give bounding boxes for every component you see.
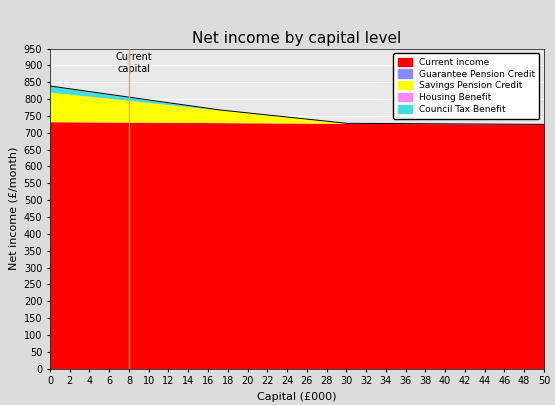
Y-axis label: Net income (£/month): Net income (£/month): [8, 147, 18, 270]
Text: Current
capital: Current capital: [115, 52, 152, 74]
Title: Net income by capital level: Net income by capital level: [192, 31, 402, 46]
X-axis label: Capital (£000): Capital (£000): [257, 392, 337, 402]
Legend: Current income, Guarantee Pension Credit, Savings Pension Credit, Housing Benefi: Current income, Guarantee Pension Credit…: [393, 53, 539, 119]
